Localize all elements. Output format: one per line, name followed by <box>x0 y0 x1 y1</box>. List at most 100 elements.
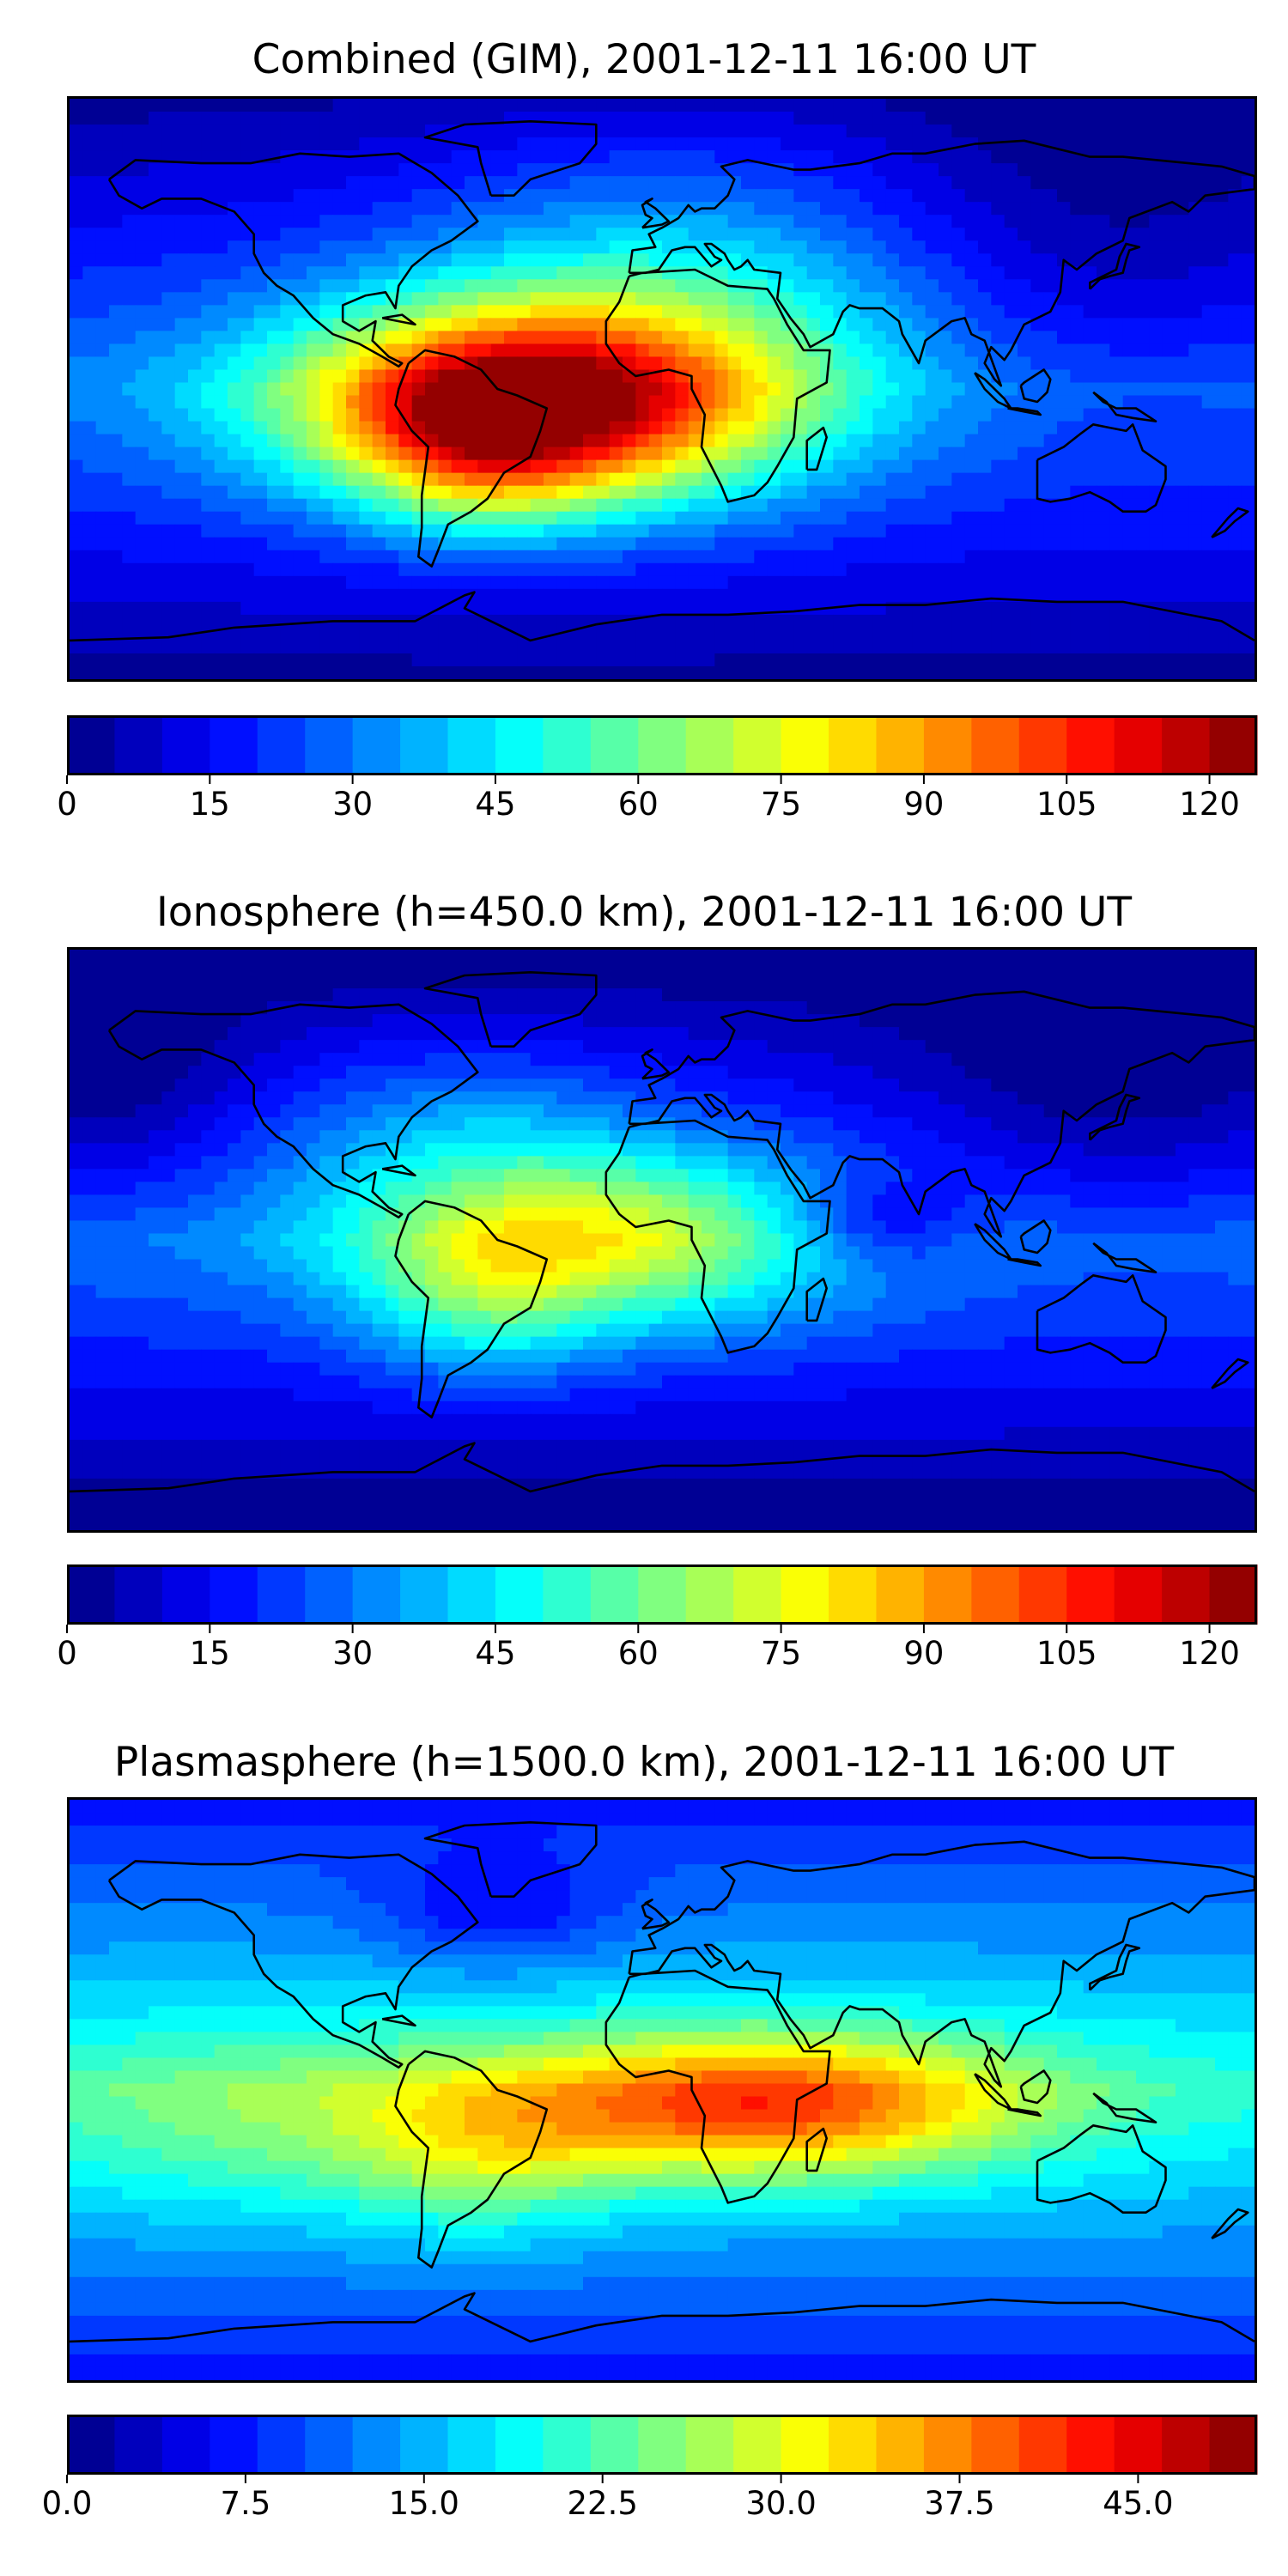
contour-cell <box>1176 1001 1189 1015</box>
contour-cell <box>556 562 571 577</box>
contour-cell <box>675 665 690 679</box>
contour-cell <box>846 498 860 513</box>
contour-cell <box>411 988 426 1002</box>
contour-cell <box>82 472 97 487</box>
contour-cell <box>662 189 676 203</box>
colorbar-segment <box>1114 715 1163 775</box>
contour-cell <box>1122 112 1137 125</box>
contour-cell <box>1083 240 1097 254</box>
contour-cell <box>386 575 399 590</box>
contour-cell <box>556 575 571 590</box>
contour-cell <box>122 550 137 564</box>
contour-cell <box>675 228 690 241</box>
contour-cell <box>1228 963 1242 976</box>
contour-cell <box>1004 524 1018 538</box>
contour-cell <box>280 202 295 216</box>
contour-cell <box>504 653 518 667</box>
contour-cell <box>702 665 715 679</box>
colorbar-segment <box>161 715 210 775</box>
contour-cell <box>1241 356 1255 371</box>
contour-cell <box>319 163 334 177</box>
contour-cell <box>267 459 281 474</box>
contour-cell <box>95 963 110 976</box>
contour-cell <box>240 266 255 280</box>
contour-cell <box>754 498 769 513</box>
contour-cell <box>872 137 887 151</box>
contour-cell <box>860 421 873 435</box>
contour-cell <box>201 485 216 500</box>
contour-cell <box>872 240 887 254</box>
contour-cell <box>372 575 386 590</box>
contour-cell <box>1241 382 1255 397</box>
contour-cell <box>793 189 808 203</box>
contour-cell <box>820 988 834 1002</box>
contour-cell <box>346 189 360 203</box>
contour-cell <box>1149 562 1163 577</box>
contour-cell <box>1122 640 1137 654</box>
contour-cell <box>530 215 544 228</box>
contour-cell <box>1136 228 1150 241</box>
contour-cell <box>174 1014 189 1028</box>
contour-cell <box>149 588 162 603</box>
contour-cell <box>623 318 636 331</box>
contour-cell <box>1018 266 1031 280</box>
contour-cell <box>161 112 176 125</box>
contour-cell <box>635 189 650 203</box>
contour-cell <box>648 176 663 190</box>
contour-cell <box>1043 434 1058 448</box>
contour-cell <box>583 562 597 577</box>
contour-cell <box>872 382 887 397</box>
contour-cell <box>188 1066 202 1079</box>
contour-cell <box>477 511 492 526</box>
coastline <box>70 591 1255 642</box>
contour-cell <box>596 511 611 526</box>
contour-cell <box>386 472 399 487</box>
contour-cell <box>1043 331 1058 345</box>
contour-cell <box>569 279 584 293</box>
contour-cell <box>1122 356 1137 371</box>
contour-cell <box>793 1053 808 1066</box>
contour-cell <box>596 459 611 474</box>
contour-cell <box>95 163 110 177</box>
contour-cell <box>280 1027 295 1041</box>
contour-cell <box>228 253 241 267</box>
contour-cell <box>253 112 268 125</box>
contour-cell <box>793 498 808 513</box>
contour-cell <box>214 382 228 397</box>
contour-cell <box>1122 279 1137 293</box>
contour-cell <box>504 215 518 228</box>
contour-cell <box>793 176 808 190</box>
contour-cell <box>465 975 478 989</box>
contour-cell <box>319 318 334 331</box>
contour-cell <box>1083 434 1097 448</box>
contour-cell <box>253 640 268 654</box>
contour-cell <box>688 163 702 177</box>
contour-cell <box>1188 189 1203 203</box>
contour-cell <box>307 588 320 603</box>
contour-cell <box>149 562 162 577</box>
contour-cell <box>386 369 399 384</box>
contour-cell <box>398 472 413 487</box>
contour-cell <box>1004 1027 1018 1041</box>
contour-cell <box>228 202 241 216</box>
contour-cell <box>688 653 702 667</box>
contour-cell <box>912 614 927 629</box>
contour-cell <box>860 408 873 422</box>
contour-cell <box>425 614 439 629</box>
contour-cell <box>702 421 715 435</box>
contour-cell <box>411 640 426 654</box>
contour-cell <box>1122 950 1137 963</box>
contour-cell <box>359 665 374 679</box>
contour-cell <box>530 99 544 112</box>
contour-cell <box>280 125 295 138</box>
contour-cell <box>438 99 453 112</box>
contour-cell <box>530 408 544 422</box>
contour-cell <box>806 1053 821 1066</box>
contour-cell <box>122 459 137 474</box>
contour-cell <box>307 395 320 410</box>
contour-cell <box>872 189 887 203</box>
contour-cell <box>596 1014 611 1028</box>
contour-cell <box>1176 1040 1189 1054</box>
colorbar-segment <box>114 715 163 775</box>
contour-cell <box>214 588 228 603</box>
